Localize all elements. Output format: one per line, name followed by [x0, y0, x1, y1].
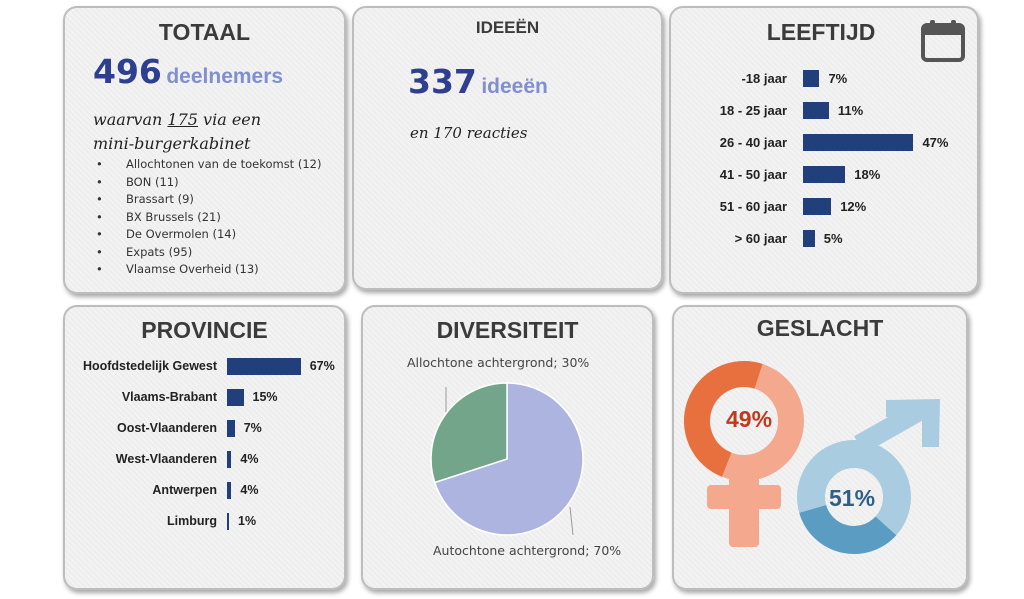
group-list-item: De Overmolen (14): [92, 226, 321, 244]
provincie-bar-label: West-Vlaanderen: [115, 452, 217, 466]
leeftijd-bar-value: 12%: [840, 199, 867, 214]
male-ring-value: [799, 504, 897, 554]
totaal-sub-number: 175: [167, 110, 198, 129]
leeftijd-title: LEEFTIJD: [766, 19, 876, 45]
pie-slice-autochtone: [433, 382, 584, 536]
totaal-subtitle: waarvan 175 via een: [93, 110, 261, 129]
provincie-bar-value: 7%: [243, 421, 262, 435]
totaal-count-line: 496 deelnemers: [93, 52, 283, 91]
provincie-title: PROVINCIE: [141, 317, 268, 343]
provincie-bar: [227, 482, 232, 499]
provincie-bar-value: 4%: [240, 452, 259, 466]
group-list-item: Brassart (9): [92, 191, 321, 209]
pie-label-allochtone: Allochtone achtergrond; 30%: [407, 355, 590, 370]
geslacht-card: GESLACHT 49% 51%: [672, 305, 968, 590]
group-list-item: BON (11): [92, 174, 321, 192]
provincie-bar: [227, 513, 229, 530]
male-percentage: 51%: [829, 485, 876, 511]
calendar-icon: [921, 20, 965, 62]
provincie-bar-label: Oost-Vlaanderen: [116, 421, 217, 435]
female-symbol-icon: [684, 361, 804, 547]
provincie-bar: [227, 358, 301, 375]
leeftijd-bar-label: 18 - 25 jaar: [719, 103, 787, 118]
female-cross-bar: [707, 485, 781, 509]
provincie-bar: [227, 389, 244, 406]
diversiteit-card: DIVERSITEIT Allochtone achtergrond; 30% …: [361, 305, 654, 590]
provincie-bar-value: 15%: [252, 390, 278, 404]
leeftijd-bar-label: 51 - 60 jaar: [719, 199, 787, 214]
male-symbol-icon: [797, 399, 940, 554]
totaal-sub-suffix: via een: [203, 110, 262, 129]
totaal-unit: deelnemers: [166, 65, 284, 88]
group-list-item: BX Brussels (21): [92, 209, 321, 227]
provincie-bar-value: 4%: [240, 483, 259, 497]
gender-graphic: [684, 361, 940, 554]
leeftijd-bar: [803, 198, 832, 215]
leeftijd-bar-value: 18%: [854, 167, 881, 182]
provincie-bar-label: Antwerpen: [152, 483, 217, 497]
leeftijd-bar: [803, 134, 914, 151]
totaal-sub-prefix: waarvan: [93, 110, 163, 129]
diversiteit-pie-chart: [430, 382, 584, 536]
male-arrow-head: [886, 399, 940, 447]
ideeen-card: IDEEËN 337 ideeën en 170 reacties: [352, 6, 663, 290]
group-list-item: Vlaamse Overheid (13): [92, 261, 321, 279]
provincie-bar-label: Vlaams-Brabant: [121, 390, 217, 404]
provincie-bar-label: Hoofdstedelijk Gewest: [82, 359, 217, 373]
ideeen-count-line: 337 ideeën: [408, 62, 548, 101]
group-list-item: Allochtonen van de toekomst (12): [92, 156, 321, 174]
provincie-bar-value: 67%: [309, 359, 335, 373]
leeftijd-bar: [803, 230, 815, 247]
leeftijd-chart: -18 jaar 7% 18 - 25 jaar 11% 26 - 40 jaar 47%…: [671, 8, 977, 292]
provincie-chart: Hoofdstedelijk Gewest 67% Vlaams-Brabant 15…: [65, 307, 344, 588]
female-ring-value: [684, 361, 763, 477]
leeftijd-bar-label: 26 - 40 jaar: [719, 135, 787, 150]
totaal-subtitle-line2: mini-burgerkabinet: [93, 134, 251, 153]
pie-label-autochtone: Autochtone achtergrond; 70%: [433, 543, 622, 558]
leeftijd-bar-value: 47%: [922, 135, 949, 150]
geslacht-title: GESLACHT: [756, 315, 884, 341]
ideeen-reactions: en 170 reacties: [410, 124, 528, 142]
leeftijd-card: LEEFTIJD -18 jaar 7% 18 - 25 jaar 11% 26 - 4…: [669, 6, 979, 294]
female-percentage: 49%: [726, 406, 773, 432]
group-list-item: Expats (95): [92, 244, 321, 262]
totaal-count: 496: [93, 52, 162, 91]
leeftijd-bar: [803, 102, 829, 119]
diversiteit-title: DIVERSITEIT: [436, 317, 579, 343]
totaal-title: TOTAAL: [158, 19, 251, 45]
provincie-bar-label: Limburg: [167, 514, 217, 528]
provincie-card: PROVINCIE Hoofdstedelijk Gewest 67% Vlaams…: [63, 305, 346, 590]
leeftijd-bar-value: 7%: [828, 71, 848, 86]
leeftijd-bar: [803, 70, 820, 87]
leeftijd-bar-label: > 60 jaar: [734, 231, 787, 246]
leeftijd-bar-label: -18 jaar: [741, 71, 787, 86]
group-list: Allochtonen van de toekomst (12)BON (11)…: [92, 156, 321, 279]
leeftijd-bar-value: 5%: [823, 231, 843, 246]
leeftijd-bar: [803, 166, 846, 183]
pie-slice-allochtone: [430, 382, 508, 484]
leeftijd-bar-label: 41 - 50 jaar: [719, 167, 787, 182]
totaal-card: TOTAAL 496 deelnemers waarvan 175 via ee…: [63, 6, 346, 294]
provincie-bar-value: 1%: [238, 514, 257, 528]
provincie-bar: [227, 420, 235, 437]
ideeen-count: 337: [408, 62, 477, 101]
ideeen-title: IDEEËN: [475, 18, 540, 37]
pie-leader-autochtone: [569, 506, 574, 536]
ideeen-unit: ideeën: [481, 75, 548, 98]
leeftijd-bar-value: 11%: [837, 103, 864, 118]
provincie-bar: [227, 451, 232, 468]
